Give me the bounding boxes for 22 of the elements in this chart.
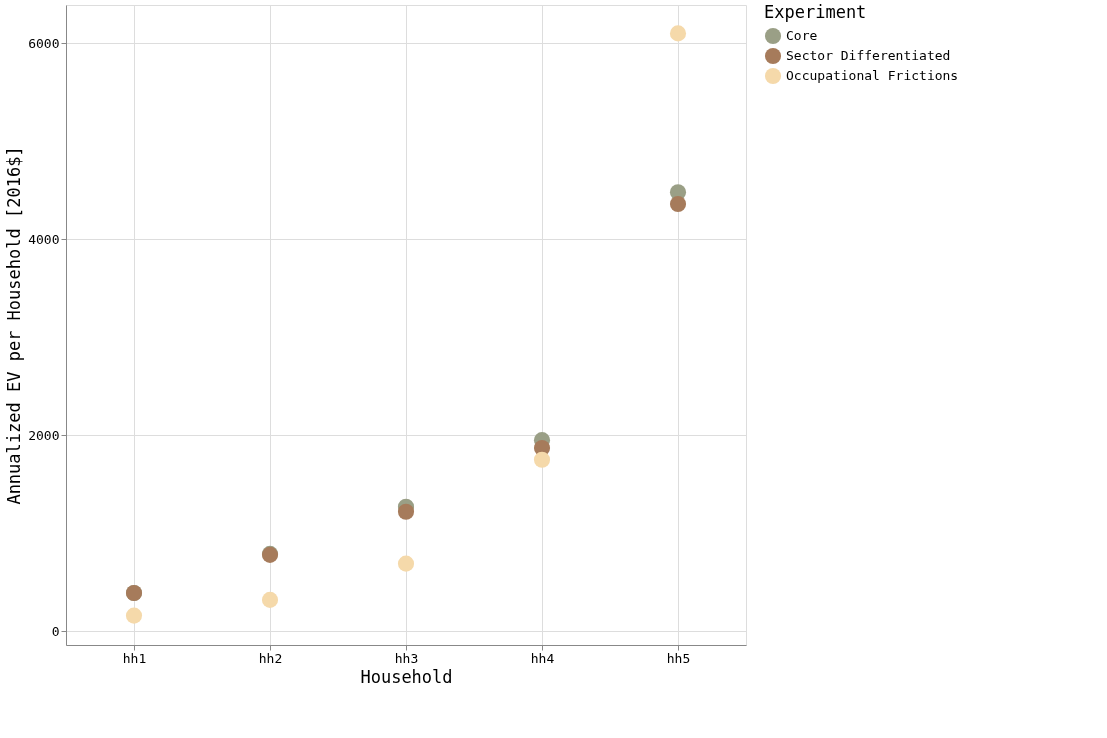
point (397, 503, 415, 520)
x-tick-label: hh4 (530, 650, 555, 666)
legend-label: Sector Differentiated (786, 48, 951, 63)
y-tick-label: 6000 (28, 35, 60, 51)
x-tick-label: hh2 (258, 650, 283, 666)
x-tick-label: hh3 (394, 650, 419, 666)
x-tick-label: hh5 (666, 650, 691, 666)
point (669, 195, 687, 212)
y-axis-title: Annualized EV per Household [2016$] (4, 146, 25, 505)
point (669, 25, 687, 42)
y-tick-label: 4000 (28, 231, 60, 247)
legend-label: Core (786, 28, 818, 43)
point (125, 607, 143, 624)
y-tick-label: 2000 (28, 427, 60, 443)
y-tick-label: 0 (51, 623, 60, 639)
x-tick-label: hh1 (122, 650, 147, 666)
point (397, 555, 415, 572)
legend-title: Experiment (764, 2, 867, 22)
point (261, 591, 279, 608)
legend-label: Occupational Frictions (786, 68, 959, 83)
point (533, 451, 551, 468)
x-axis-title: Household (360, 666, 453, 687)
